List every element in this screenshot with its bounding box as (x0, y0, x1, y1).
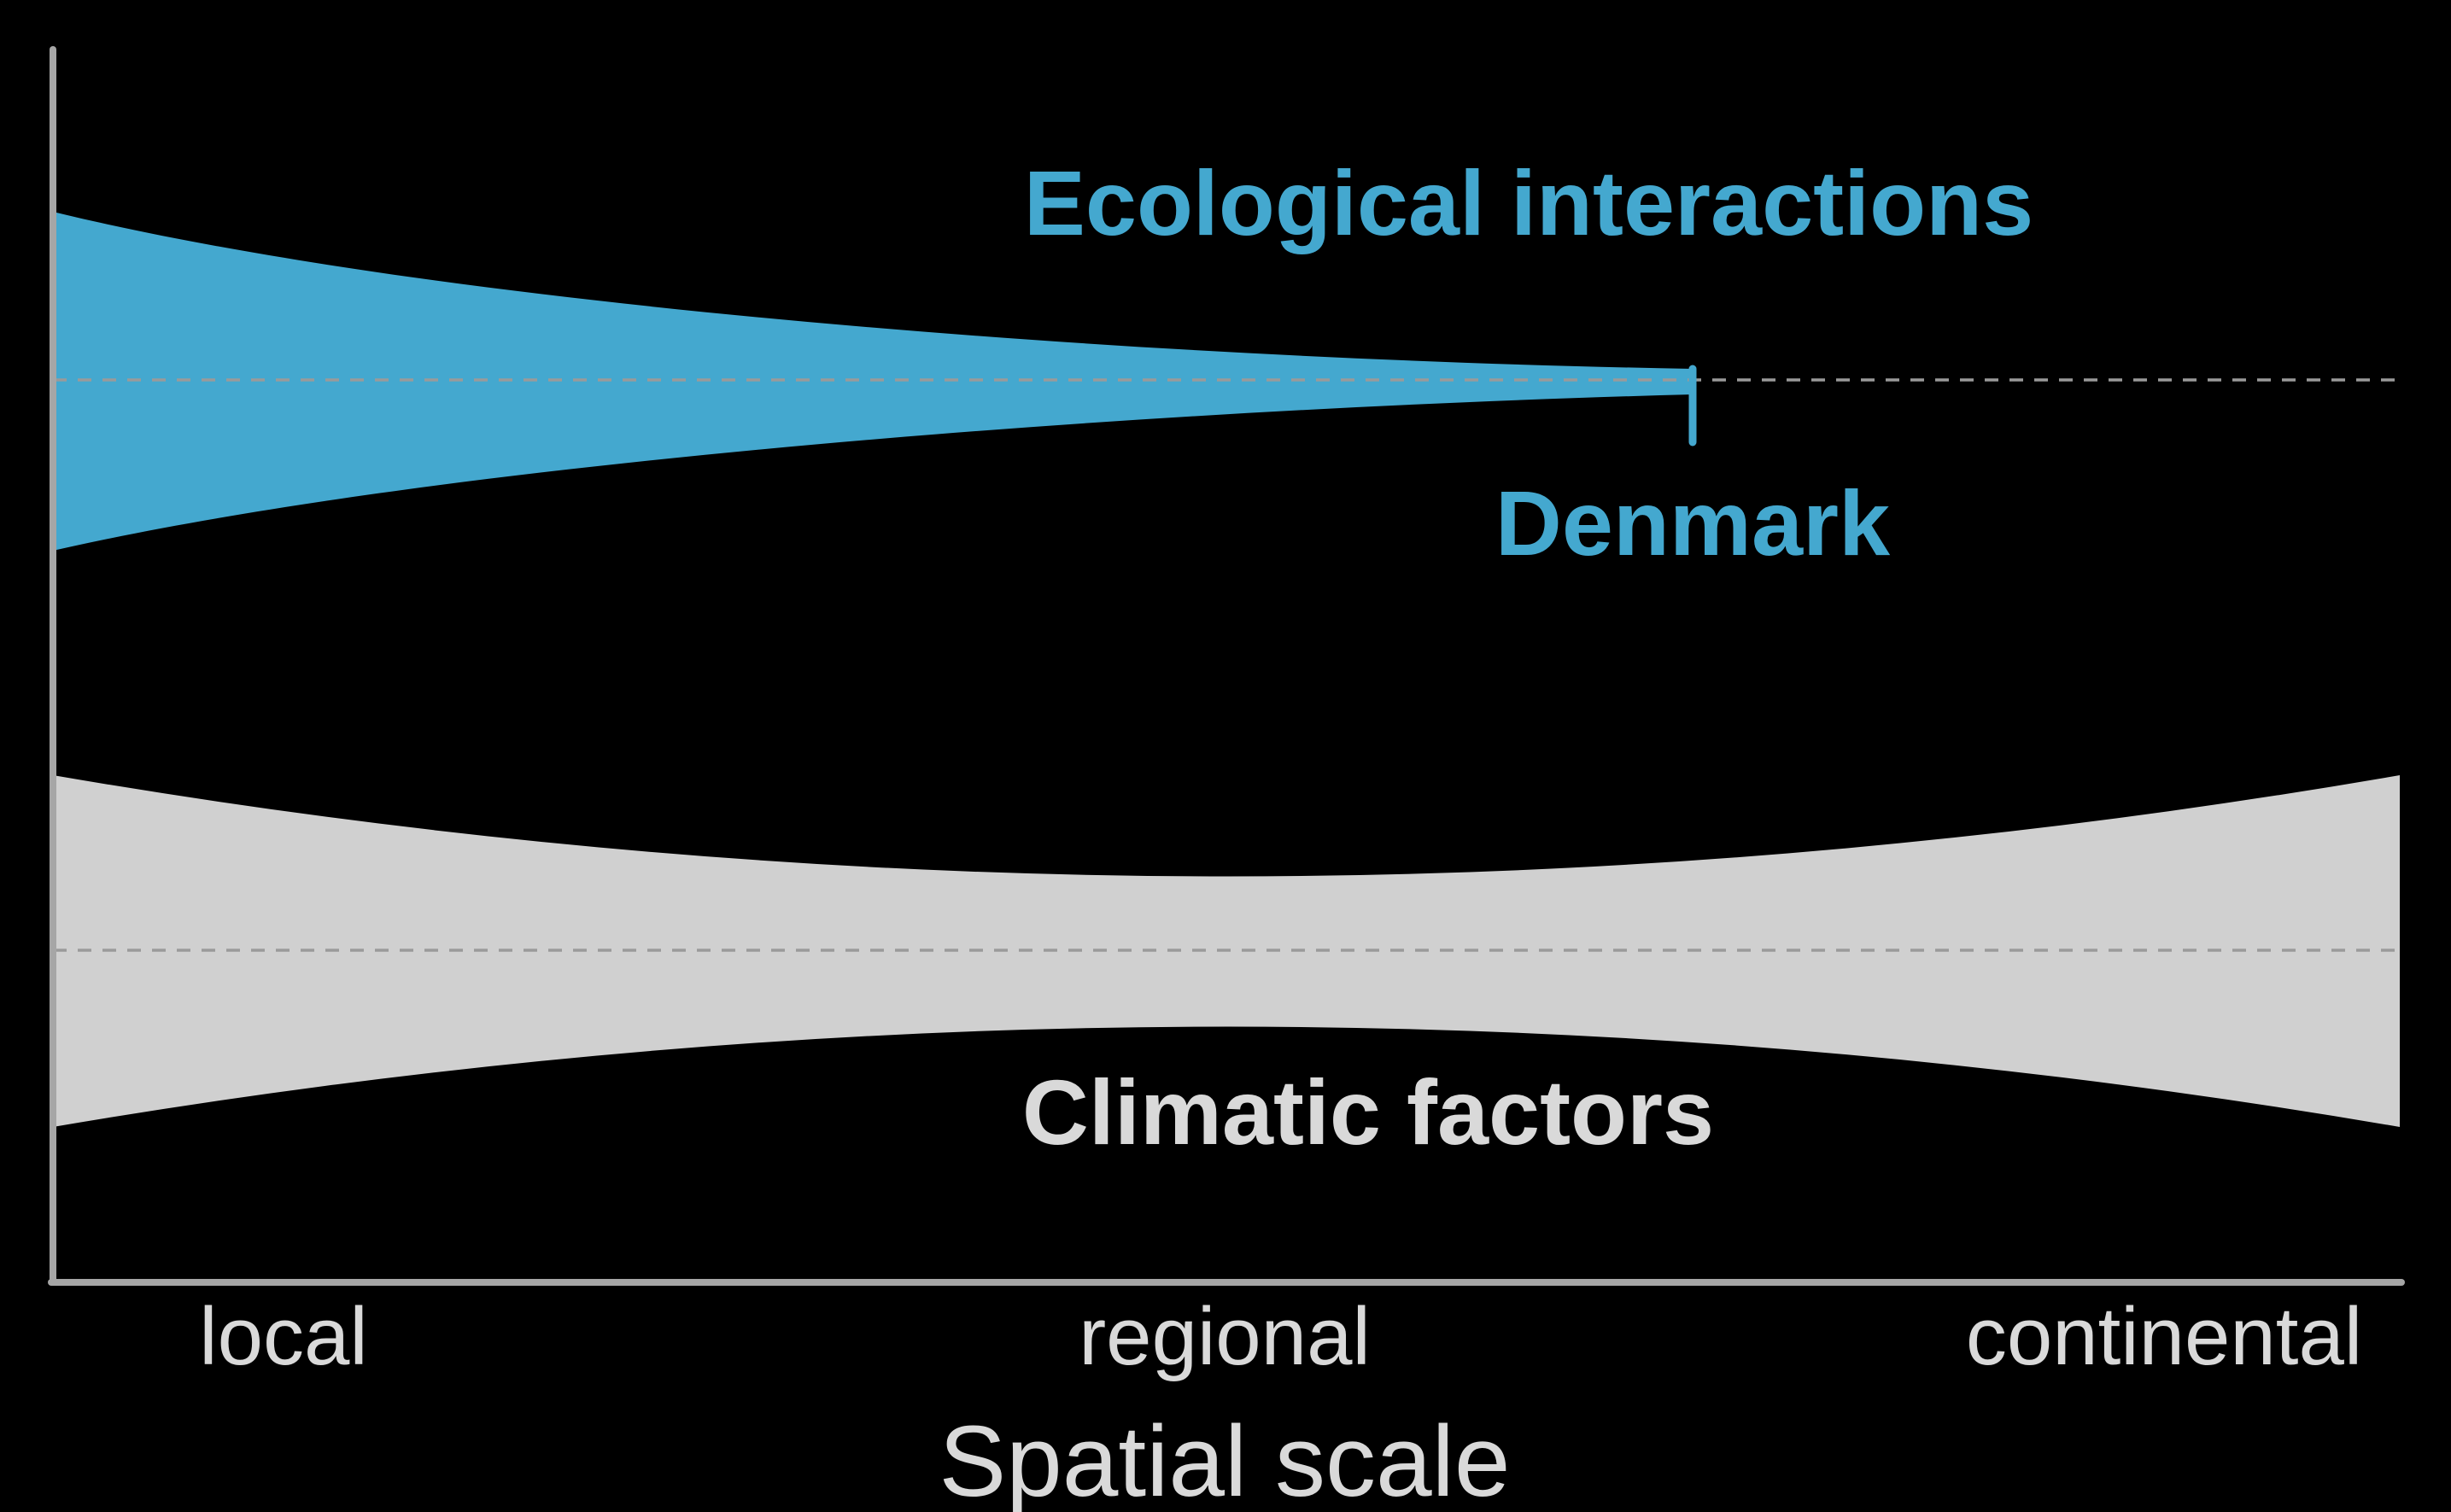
x-tick-regional: regional (1079, 1291, 1371, 1382)
x-tick-local: local (199, 1291, 367, 1382)
x-axis-title: Spatial scale (939, 1405, 1510, 1512)
ecological-interactions-label: Ecological interactions (1024, 151, 2033, 254)
climatic-factors-label: Climatic factors (1022, 1060, 1714, 1164)
x-tick-continental: continental (1966, 1291, 2362, 1382)
denmark-label: Denmark (1495, 471, 1891, 575)
